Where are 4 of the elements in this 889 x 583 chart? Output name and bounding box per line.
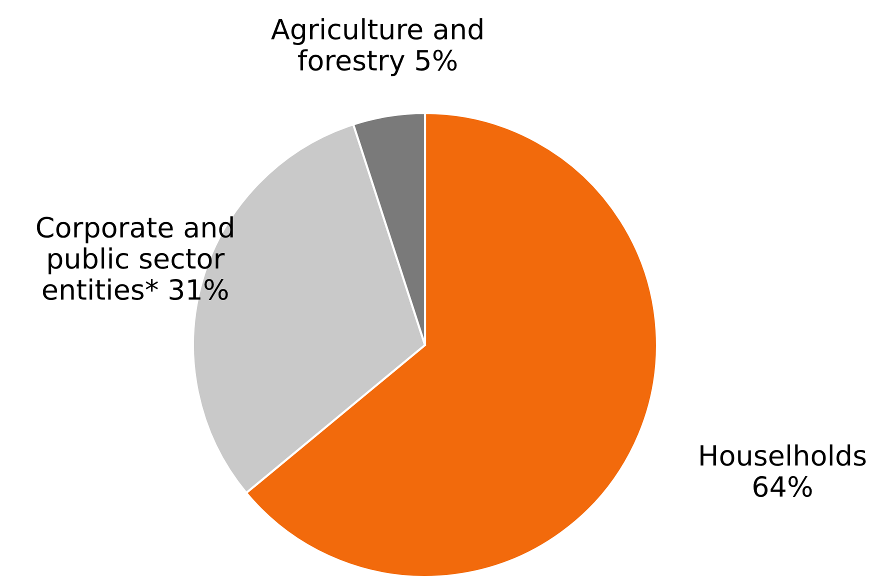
slice-label: Houselholds bbox=[700, 444, 866, 466]
slice-label: Agriculture and forestry 5% bbox=[271, 18, 482, 76]
data-label: 64% bbox=[754, 476, 812, 498]
slice-label: Corporate and public sector entities* 31% bbox=[36, 216, 233, 300]
